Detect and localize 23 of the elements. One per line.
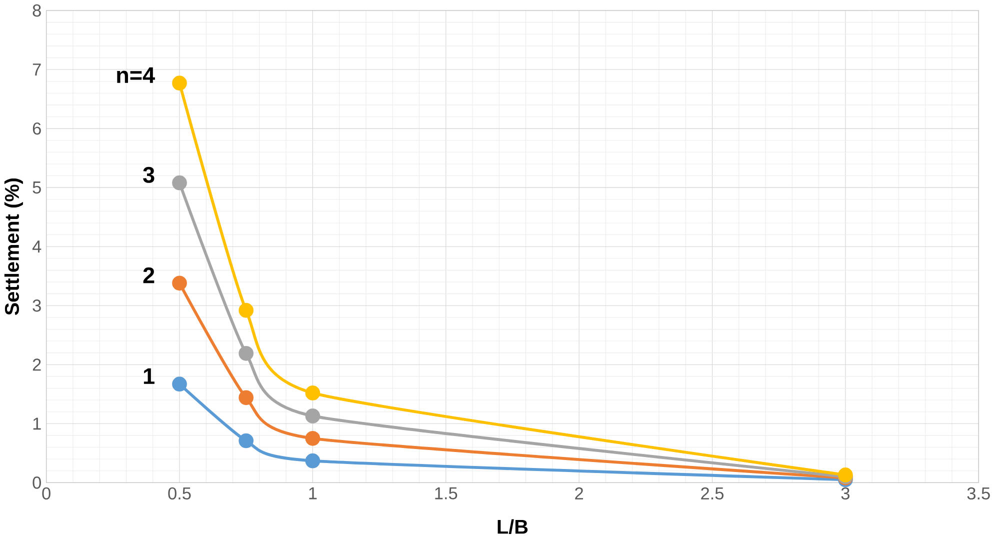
x-tick-label: 1 (309, 487, 317, 499)
series-label: 1 (144, 368, 154, 384)
y-tick-label: 0 (32, 476, 41, 489)
y-tick-label: 8 (32, 4, 41, 16)
x-tick-label: 0 (42, 487, 50, 500)
y-tick-label: 5 (32, 181, 41, 194)
y-tick-label: 3 (32, 299, 41, 312)
x-tick-label: 0.5 (168, 487, 191, 500)
y-tick-label: 2 (32, 358, 41, 370)
series-label: n=4 (117, 67, 155, 83)
x-tick-label: 2.5 (701, 487, 724, 500)
x-tick-label: 3.5 (967, 487, 990, 500)
x-tick-label: 1.5 (435, 487, 458, 500)
series-label: 3 (143, 166, 154, 183)
y-tick-label: 7 (32, 63, 41, 76)
y-axis-title: Settlement (%) (4, 178, 23, 315)
y-tick-label: 6 (32, 122, 41, 134)
x-axis-title: L/B (498, 519, 528, 534)
y-tick-label: 1 (33, 417, 41, 430)
y-tick-label: 4 (32, 240, 42, 252)
x-tick-label: 2 (575, 487, 583, 500)
x-tick-label: 3 (841, 487, 850, 500)
series-label: 2 (143, 267, 154, 283)
